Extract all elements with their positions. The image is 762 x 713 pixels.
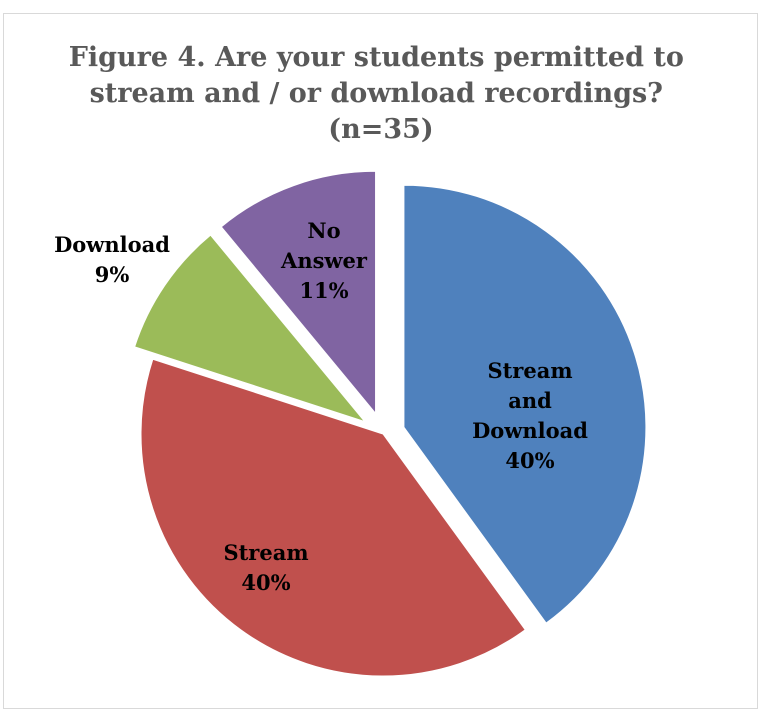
pie-labels: Stream and Download 40% Stream 40% Download 9% N…	[54, 218, 588, 595]
pie-label-value: 40%	[505, 448, 554, 473]
pie-label-category-line: Answer	[280, 248, 368, 273]
pie-label-category-line: Download	[472, 418, 588, 443]
pie-slice-stream-and-download	[403, 184, 647, 624]
chart-title-line-3: (n=35)	[328, 114, 433, 145]
chart-title-line-2: stream and / or download recordings?	[90, 78, 663, 109]
pie-slice-download	[134, 234, 367, 423]
pie-label-no-answer: No Answer 11%	[280, 218, 368, 303]
pie-label-value: 9%	[95, 262, 130, 287]
pie-label-stream-and-download: Stream and Download 40%	[472, 358, 588, 473]
chart-title: Figure 4. Are your students permitted to…	[69, 42, 694, 145]
pie-slices	[134, 170, 647, 677]
pie-label-download: Download 9%	[54, 232, 170, 287]
pie-label-category-line: No	[307, 218, 340, 243]
chart-title-line-1: Figure 4. Are your students permitted to	[69, 42, 684, 73]
pie-slice-no-answer	[220, 170, 377, 415]
pie-slice-stream	[140, 358, 526, 677]
pie-label-category-line: and	[508, 388, 552, 413]
pie-label-stream: Stream 40%	[223, 540, 308, 595]
pie-label-category-line: Stream	[223, 540, 308, 565]
pie-label-value: 11%	[299, 278, 348, 303]
pie-label-value: 40%	[241, 570, 290, 595]
pie-label-category-line: Stream	[487, 358, 572, 383]
pie-label-category-line: Download	[54, 232, 170, 257]
